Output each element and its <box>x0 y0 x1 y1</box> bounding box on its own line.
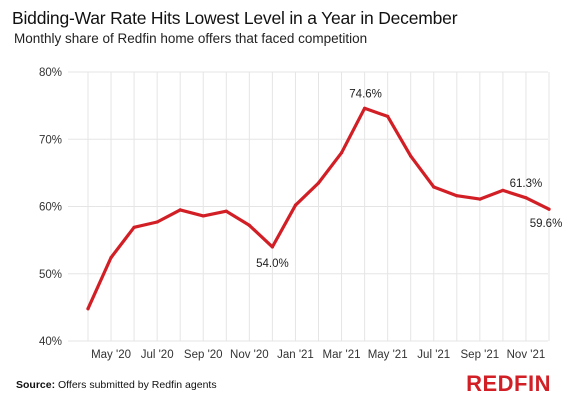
x-tick-label: Jul '20 <box>141 349 174 361</box>
data-point <box>547 207 551 211</box>
x-tick-label: May '20 <box>91 349 131 361</box>
x-axis: May '20 Jul '20 Sep '20 Nov '20 Jan '21 Mar '… <box>91 349 545 361</box>
data-point <box>316 181 321 185</box>
data-point <box>109 256 113 260</box>
data-point <box>201 214 205 218</box>
y-tick-label: 50% <box>39 269 62 281</box>
data-point <box>501 188 505 192</box>
y-tick-label: 70% <box>39 134 62 146</box>
x-tick-label: Jan '21 <box>277 349 314 361</box>
y-axis: 40% 50% 60% 70% 80% <box>39 67 62 348</box>
x-tick-label: Jul '21 <box>417 349 450 361</box>
data-label: 61.3% <box>510 178 543 190</box>
data-point <box>293 203 298 207</box>
source-note: Source: Offers submitted by Redfin agent… <box>16 379 217 391</box>
data-point <box>432 185 436 189</box>
data-point <box>155 220 159 224</box>
y-tick-label: 80% <box>39 67 62 79</box>
data-label: 59.6% <box>530 218 563 230</box>
x-tick-label: Sep '20 <box>184 349 223 361</box>
data-point <box>363 106 367 110</box>
x-tick-label: Nov '21 <box>507 349 546 361</box>
x-tick-label: May '21 <box>368 349 408 361</box>
chart-subtitle: Monthly share of Redfin home offers that… <box>14 31 368 46</box>
x-tick-label: Nov '20 <box>230 349 269 361</box>
data-point <box>270 245 274 249</box>
data-point <box>224 209 228 213</box>
y-tick-label: 60% <box>39 202 62 214</box>
series-group <box>86 106 551 311</box>
source-text: Offers submitted by Redfin agents <box>58 379 217 391</box>
grid <box>68 71 550 342</box>
data-point <box>409 154 413 158</box>
x-tick-label: Sep '21 <box>461 349 500 361</box>
y-tick-label: 40% <box>39 336 62 348</box>
redfin-logo: REDFIN <box>466 371 551 396</box>
data-label: 74.6% <box>349 88 382 100</box>
data-point <box>247 223 251 227</box>
data-point <box>86 307 90 311</box>
x-tick-label: Mar '21 <box>323 349 361 361</box>
data-point <box>132 225 136 229</box>
source-label: Source: <box>16 379 56 391</box>
data-point <box>339 151 344 155</box>
data-point <box>478 197 482 201</box>
chart-title: Bidding-War Rate Hits Lowest Level in a … <box>12 8 458 28</box>
data-point <box>455 194 459 198</box>
data-point <box>386 114 390 118</box>
data-point <box>524 196 528 200</box>
data-label: 54.0% <box>256 258 289 270</box>
data-point <box>178 208 182 212</box>
data-labels: 54.0% 74.6% 61.3% 59.6% <box>256 88 562 270</box>
